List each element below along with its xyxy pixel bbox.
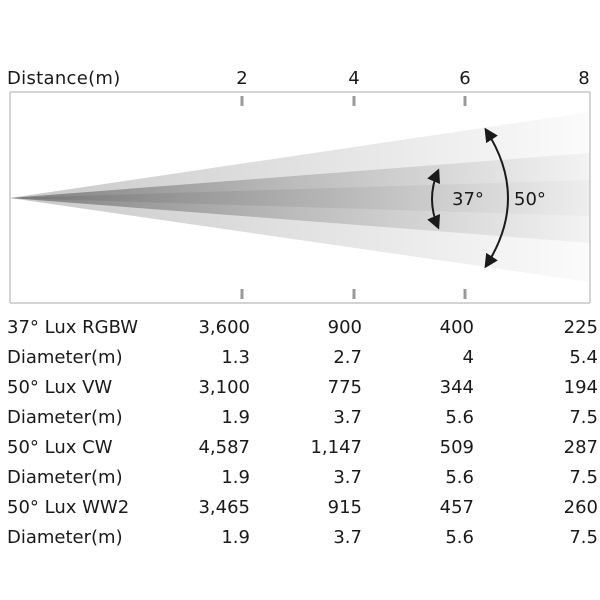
table-cell: 457 — [439, 496, 474, 518]
table-cell: 1,147 — [310, 436, 362, 458]
table-cell: 7.5 — [569, 526, 598, 548]
distance-tick-4: 4 — [348, 68, 360, 89]
table-cell: 509 — [439, 436, 474, 458]
table-cell: 775 — [327, 376, 362, 398]
table-cell: 7.5 — [569, 466, 598, 488]
table-cell: 3.7 — [333, 466, 362, 488]
table-row: 50° Lux VW 3,100 775 344 194 — [0, 372, 598, 402]
distance-tick-6: 6 — [459, 68, 471, 89]
table-row: 50° Lux CW 4,587 1,147 509 287 — [0, 432, 598, 462]
table-row: Diameter(m) 1.3 2.7 4 5.4 — [0, 342, 598, 372]
table-cell: 3,600 — [198, 316, 250, 338]
distance-axis-title: Distance(m) — [7, 68, 121, 89]
table-cell: 5.6 — [445, 406, 474, 428]
table-row: 50° Lux WW2 3,465 915 457 260 — [0, 492, 598, 522]
beam-diagram: Distance(m) 2 4 6 8 37° 50° — [7, 68, 591, 304]
table-cell: 915 — [327, 496, 362, 518]
table-row: 37° Lux RGBW 3,600 900 400 225 — [0, 312, 598, 342]
table-cell: 287 — [563, 436, 598, 458]
table-cell: 5.4 — [569, 346, 598, 368]
distance-tick-8: 8 — [578, 68, 590, 89]
table-cell: 5.6 — [445, 526, 474, 548]
table-cell: 225 — [563, 316, 598, 338]
row-label: 37° Lux RGBW — [7, 316, 139, 338]
angle-label-50: 50° — [514, 189, 546, 210]
angle-37-arrow — [427, 168, 441, 230]
table-cell: 1.3 — [221, 346, 250, 368]
table-cell: 194 — [563, 376, 598, 398]
table-cell: 7.5 — [569, 406, 598, 428]
row-label: 50° Lux VW — [7, 376, 113, 398]
row-label: 50° Lux WW2 — [7, 496, 130, 518]
table-cell: 260 — [563, 496, 598, 518]
table-cell: 344 — [439, 376, 474, 398]
table-cell: 400 — [439, 316, 474, 338]
row-label: Diameter(m) — [7, 466, 123, 488]
table-cell: 2.7 — [333, 346, 362, 368]
table-cell: 1.9 — [221, 466, 250, 488]
table-cell: 5.6 — [445, 466, 474, 488]
angle-label-37: 37° — [452, 189, 484, 210]
table-cell: 1.9 — [221, 526, 250, 548]
table-row: Diameter(m) 1.9 3.7 5.6 7.5 — [0, 522, 598, 552]
distance-tick-2: 2 — [236, 68, 248, 89]
table-cell: 4 — [462, 346, 474, 368]
lux-diameter-table: 37° Lux RGBW 3,600 900 400 225 Diameter(… — [0, 312, 598, 552]
row-label: Diameter(m) — [7, 526, 123, 548]
table-cell: 3.7 — [333, 406, 362, 428]
beam-diagram-graphic — [9, 91, 591, 304]
row-label: Diameter(m) — [7, 406, 123, 428]
table-row: Diameter(m) 1.9 3.7 5.6 7.5 — [0, 402, 598, 432]
table-cell: 3,100 — [198, 376, 250, 398]
table-cell: 4,587 — [198, 436, 250, 458]
beam-core — [10, 180, 590, 216]
angle-50-arrow — [484, 127, 509, 269]
table-row: Diameter(m) 1.9 3.7 5.6 7.5 — [0, 462, 598, 492]
row-label: 50° Lux CW — [7, 436, 113, 458]
table-cell: 3,465 — [198, 496, 250, 518]
table-cell: 1.9 — [221, 406, 250, 428]
table-cell: 900 — [327, 316, 362, 338]
table-cell: 3.7 — [333, 526, 362, 548]
row-label: Diameter(m) — [7, 346, 123, 368]
